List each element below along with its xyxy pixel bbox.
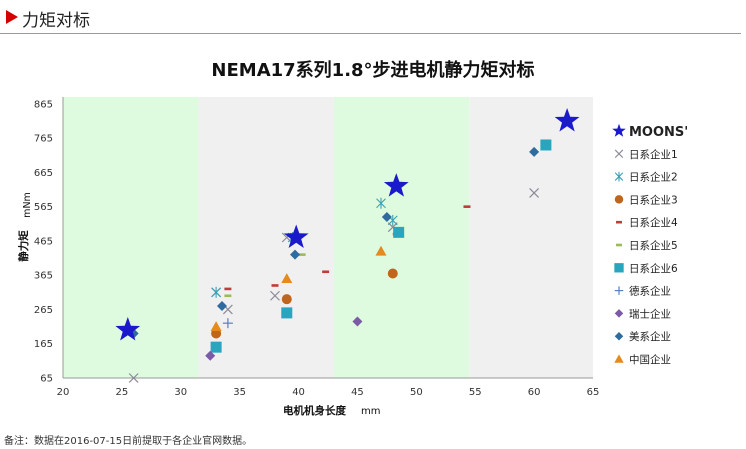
x-tick-label: 30 [174,387,187,398]
legend-label: 美系企业 [629,330,671,343]
data-point [205,350,216,361]
data-point [281,273,293,284]
data-point-stroke [222,304,233,315]
background-band [469,97,593,378]
data-point [393,226,405,238]
legend-marker [614,354,624,363]
x-tick-label: 45 [351,387,364,398]
y-tick-label: 865 [34,99,53,110]
data-point-stroke [270,290,280,301]
chart-title: NEMA17系列1.8°步进电机静力矩对标 [211,60,535,81]
data-point [381,211,392,222]
data-point [224,287,232,291]
x-tick-label: 55 [469,387,482,398]
legend-marker [616,220,622,224]
header-divider [0,33,741,34]
legend-marker [614,331,624,341]
data-point [270,290,280,301]
data-point [281,307,293,319]
data-point [115,317,141,341]
data-point-stroke [529,188,540,198]
data-point [387,268,398,279]
data-point [271,284,279,287]
legend-marker [614,263,624,273]
data-point [352,316,363,327]
y-axis-label: 静力矩 [17,230,30,262]
page-header: 力矩对标 [0,0,746,34]
legend-label: MOONS' [629,125,688,140]
x-tick-label: 50 [410,387,423,398]
legend-label: 日系企业2 [629,171,678,184]
legend-marker [614,149,624,159]
data-point [322,270,330,274]
data-point [210,341,222,353]
legend-label: 日系企业5 [629,239,678,252]
triangle-icon [6,10,18,24]
y-tick-label: 765 [34,134,53,145]
x-tick-label: 25 [116,387,129,398]
y-tick-label: 265 [34,305,53,316]
x-tick-label: 60 [528,387,541,398]
y-tick-label: 65 [40,374,53,385]
data-point [290,249,301,260]
data-point [529,188,540,198]
data-point [128,373,139,383]
data-point [217,301,227,312]
y-tick-label: 665 [34,168,53,179]
x-tick-label: 40 [292,387,305,398]
legend-marker [616,243,622,247]
data-point [463,205,471,208]
legend-label: 瑞士企业 [629,307,671,320]
data-point [540,139,552,151]
legend-label: 德系企业 [629,285,671,298]
legend-label: 日系企业1 [629,148,678,161]
legend-label: 日系企业6 [629,262,678,275]
y-tick-label: 565 [34,202,53,213]
data-point [529,146,540,157]
data-point [376,197,386,209]
y-axis-unit: mNm [22,192,33,218]
data-point-stroke [387,222,398,233]
y-tick-label: 365 [34,271,53,282]
data-point [375,245,387,256]
legend-marker [614,195,624,204]
data-point [283,224,309,248]
data-point [383,173,409,197]
data-point [298,253,306,256]
footnote: 备注：数据在2016-07-15日前提取于各企业官网数据。 [4,436,253,447]
x-axis-unit: mm [361,406,380,417]
legend-marker [612,123,626,137]
legend-marker [614,309,624,318]
data-point [222,318,233,329]
page-title: 力矩对标 [22,11,90,31]
data-point-stroke [128,373,139,383]
y-tick-label: 465 [34,236,53,247]
data-point [554,108,580,132]
x-tick-label: 65 [587,387,600,398]
data-point [224,294,232,298]
legend-marker [614,286,624,295]
data-point [211,286,222,298]
x-axis-label: 电机机身长度 [283,404,346,417]
background-band [198,97,334,378]
x-tick-label: 35 [233,387,246,398]
data-point [281,294,292,305]
legend-marker-stroke [614,149,624,159]
legend-label: 日系企业4 [629,216,678,229]
y-tick-label: 165 [34,339,53,350]
x-tick-label: 20 [57,387,70,398]
data-point [210,321,222,331]
legend-label: 中国企业 [629,353,671,366]
legend-marker [614,171,624,182]
legend-label: 日系企业3 [629,193,678,206]
